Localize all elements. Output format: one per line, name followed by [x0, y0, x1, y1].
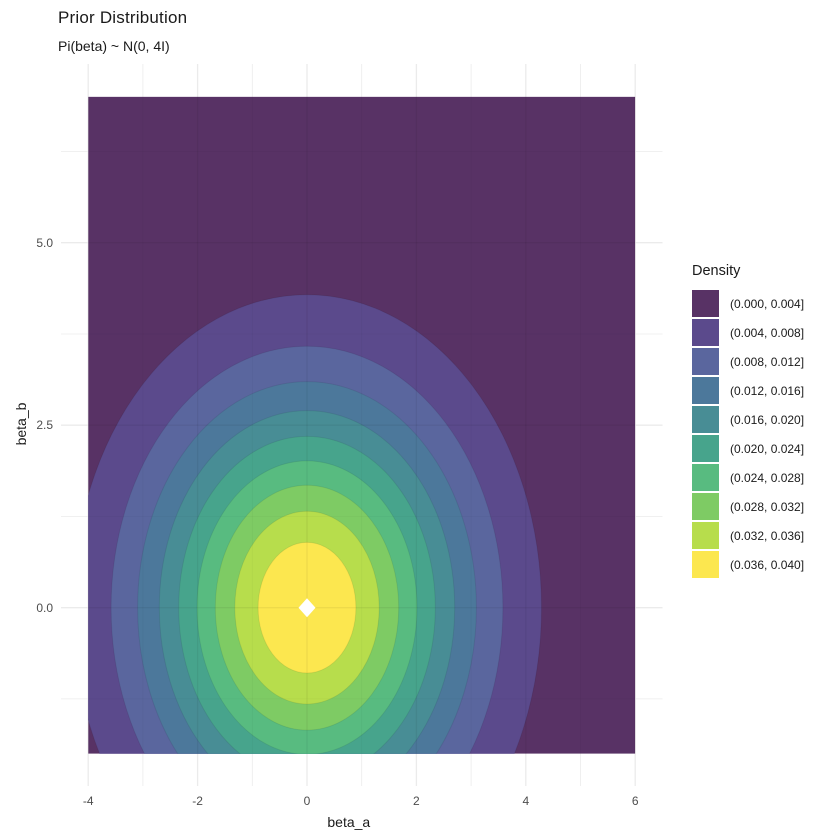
grid-overlay-major: [88, 96, 636, 754]
legend-item: (0.012, 0.016]: [692, 377, 804, 404]
legend-key-swatch: [692, 290, 719, 317]
x-tick-label: 2: [413, 794, 420, 808]
legend-item: (0.000, 0.004]: [692, 290, 804, 317]
legend-key-swatch: [692, 377, 719, 404]
legend-key-label: (0.004, 0.008]: [730, 325, 805, 340]
plot-subtitle: Pi(beta) ~ N(0, 4I): [58, 38, 170, 54]
page-title: Prior Distribution: [58, 8, 188, 27]
center-diamond-marker: [298, 598, 316, 618]
x-tick-label: 4: [522, 794, 530, 808]
legend-item: (0.016, 0.020]: [692, 406, 804, 433]
y-tick-label: 0.0: [36, 600, 53, 615]
legend-key-swatch: [692, 319, 719, 346]
x-axis-title: beta_a: [327, 814, 371, 830]
legend-key-label: (0.036, 0.040]: [730, 557, 805, 572]
legend-key-label: (0.016, 0.020]: [730, 412, 805, 427]
legend-key-swatch: [692, 522, 719, 549]
x-tick-label: -4: [82, 794, 94, 808]
legend-key-swatch: [692, 348, 719, 375]
legend-item: (0.020, 0.024]: [692, 435, 804, 462]
legend: Density (0.000, 0.004] (0.004, 0.008] (0…: [692, 263, 804, 580]
legend-key-swatch: [692, 493, 719, 520]
legend-item: (0.004, 0.008]: [692, 319, 804, 346]
legend-title: Density: [692, 263, 741, 279]
y-axis-title: beta_b: [13, 402, 29, 446]
legend-key-label: (0.024, 0.028]: [730, 470, 805, 485]
legend-item: (0.036, 0.040]: [692, 551, 804, 578]
legend-item: (0.032, 0.036]: [692, 522, 804, 549]
legend-item: (0.024, 0.028]: [692, 464, 804, 491]
legend-key-swatch: [692, 406, 719, 433]
legend-item: (0.028, 0.032]: [692, 493, 804, 520]
legend-key-label: (0.012, 0.016]: [730, 383, 805, 398]
legend-key-label: (0.028, 0.032]: [730, 499, 805, 514]
legend-key-label: (0.008, 0.012]: [730, 354, 805, 369]
legend-key-swatch: [692, 435, 719, 462]
x-tick-label: -2: [192, 794, 203, 808]
legend-item: (0.008, 0.012]: [692, 348, 804, 375]
legend-key-label: (0.020, 0.024]: [730, 441, 805, 456]
legend-key-swatch: [692, 464, 719, 491]
y-tick-label: 5.0: [36, 235, 53, 250]
legend-key-label: (0.032, 0.036]: [730, 528, 805, 543]
y-tick-label: 2.5: [36, 418, 53, 433]
x-tick-label: 6: [631, 794, 639, 808]
x-tick-label: 0: [303, 794, 311, 808]
contour-band-group: [88, 96, 636, 754]
legend-key-swatch: [692, 551, 719, 578]
legend-key-label: (0.000, 0.004]: [730, 296, 805, 311]
